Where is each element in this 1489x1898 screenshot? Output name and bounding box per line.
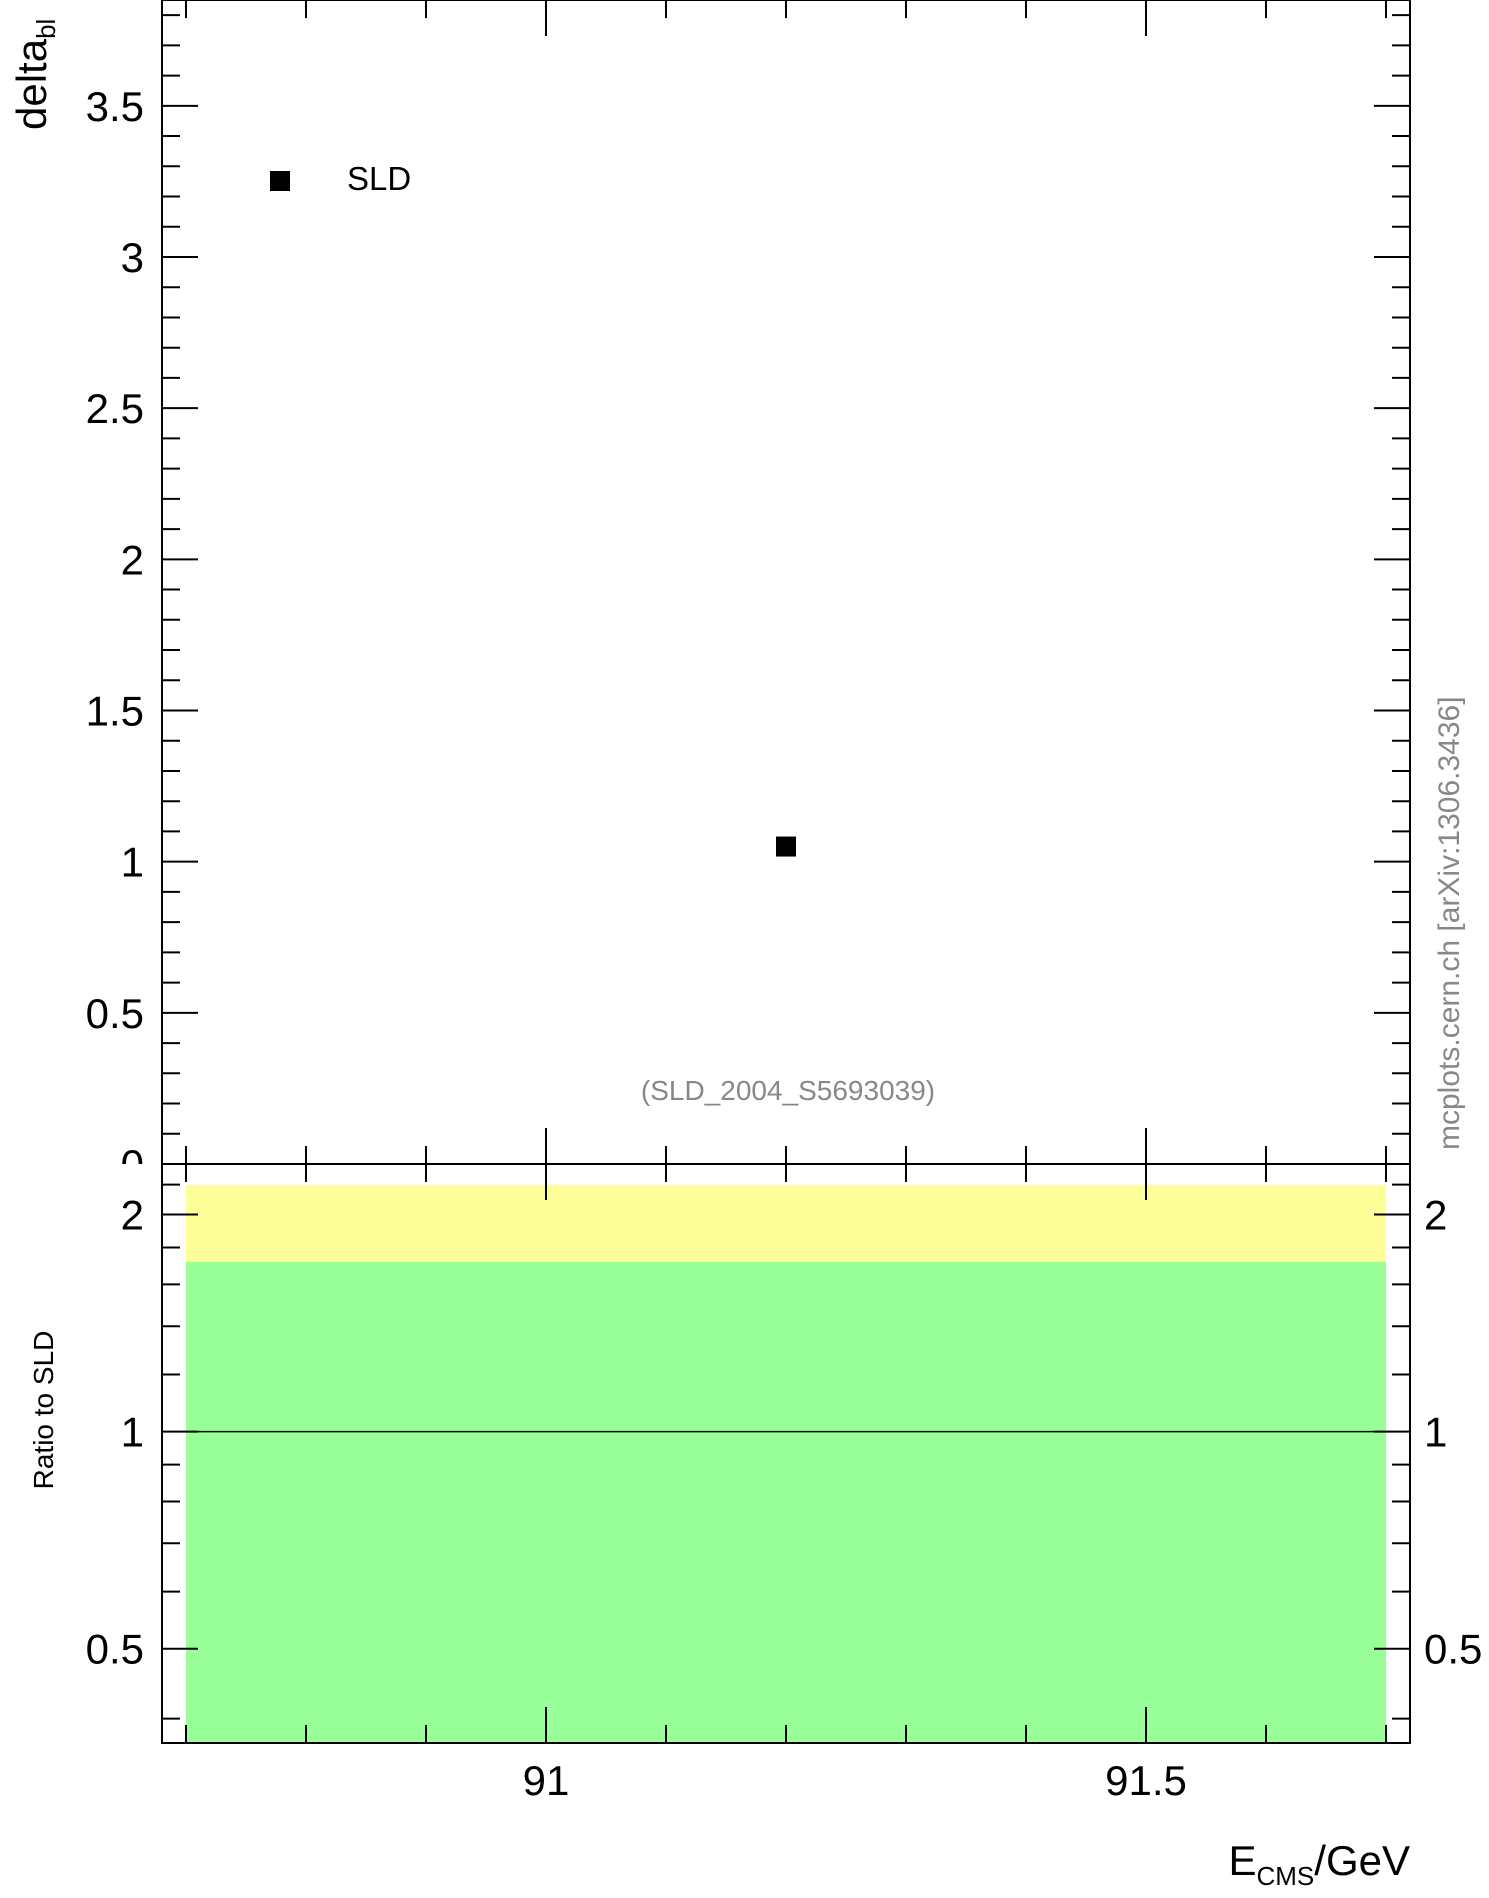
band-green (186, 1261, 1386, 1743)
x-axis-title: ECMS/GeV (1228, 1837, 1410, 1891)
x-tick-label: 91.5 (1105, 1757, 1187, 1804)
x-tick-label: 91 (523, 1757, 570, 1804)
y-tick-label: 0.5 (86, 990, 144, 1037)
ratio-axis-title: Ratio to SLD (28, 1331, 59, 1490)
ratio-y-tick-label-right: 2 (1424, 1192, 1447, 1239)
y-tick-label: 1 (121, 839, 144, 886)
ratio-bands (186, 1184, 1386, 1743)
data-point-sld (776, 836, 796, 857)
ratio-y-tick-label-right: 0.5 (1424, 1626, 1482, 1673)
y-tick-label-zero: 0 (121, 1141, 144, 1188)
ratio-y-tick-label-right: 1 (1424, 1409, 1447, 1456)
data-points (776, 836, 796, 857)
y-tick-label: 1.5 (86, 687, 144, 734)
y-tick-label: 3.5 (86, 83, 144, 130)
tick-labels: 0.5 1 1.5 2 2.5 3 3.5 0 91 91.5 0.5 0.5 1 1 2 2 (86, 83, 1483, 1804)
legend-marker-sld (270, 171, 290, 191)
y-tick-label: 2 (121, 536, 144, 583)
ratio-y-tick-label: 2 (121, 1192, 144, 1239)
y-tick-label: 3 (121, 234, 144, 281)
watermark: mcplots.cern.ch [arXiv:1306.3436] (1433, 696, 1466, 1150)
y-axis-title: deltabl (8, 19, 61, 130)
ratio-y-tick-label: 0.5 (86, 1626, 144, 1673)
analysis-annotation: (SLD_2004_S5693039) (641, 1075, 935, 1106)
y-tick-label: 2.5 (86, 385, 144, 432)
ratio-y-tick-label: 1 (121, 1409, 144, 1456)
legend-label-sld: SLD (347, 160, 411, 197)
